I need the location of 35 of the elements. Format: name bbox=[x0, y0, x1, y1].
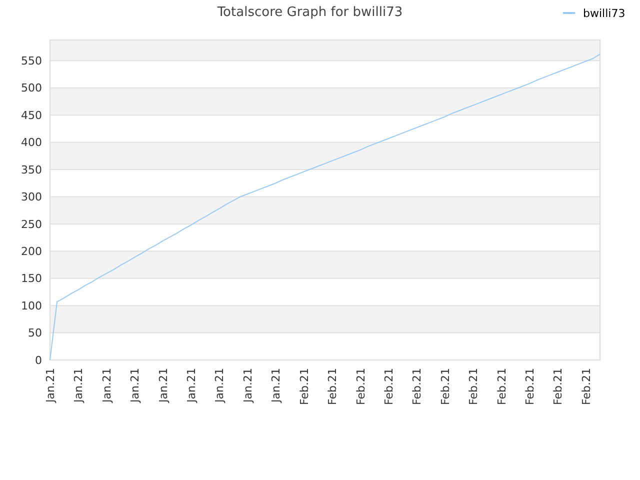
x-tick-label: Jan.21 bbox=[185, 368, 198, 404]
y-tick-label: 100 bbox=[21, 299, 42, 312]
line-series bbox=[50, 54, 600, 360]
x-tick-label: Feb.21 bbox=[410, 368, 424, 405]
x-tick-label: Feb.21 bbox=[523, 368, 536, 405]
y-tick-label: 400 bbox=[21, 136, 42, 150]
x-tick-label: Feb.21 bbox=[326, 368, 340, 405]
x-tick-label: Jan.21 bbox=[44, 368, 57, 404]
x-tick-label: Feb.21 bbox=[382, 368, 396, 405]
x-tick-label: Feb.21 bbox=[354, 368, 368, 405]
y-tick-label: 150 bbox=[21, 272, 42, 286]
x-tick-label: Jan.21 bbox=[241, 368, 254, 404]
x-tick-label: Feb.21 bbox=[552, 368, 565, 405]
x-tick-label: Jan.21 bbox=[156, 368, 170, 404]
y-tick-label: 300 bbox=[21, 190, 42, 204]
y-tick-label: 500 bbox=[21, 82, 42, 95]
chart-title: Totalscore Graph for bwilli73 bbox=[216, 5, 403, 20]
legend-label: bwilli73 bbox=[583, 6, 626, 20]
y-tick-label: 550 bbox=[21, 54, 42, 68]
y-tick-label: 200 bbox=[21, 245, 42, 258]
x-tick-label: Feb.21 bbox=[495, 368, 508, 405]
x-tick-label: Jan.21 bbox=[72, 368, 86, 404]
x-tick-label: Jan.21 bbox=[213, 368, 226, 404]
x-tick-label: Feb.21 bbox=[438, 368, 452, 405]
y-tick-label: 50 bbox=[28, 326, 42, 340]
x-tick-label: Feb.21 bbox=[580, 368, 593, 405]
x-tick-label: Feb.21 bbox=[298, 368, 311, 405]
x-tick-label: Jan.21 bbox=[100, 368, 114, 404]
y-tick-label: 250 bbox=[21, 218, 42, 231]
x-tick-label: Jan.21 bbox=[270, 368, 283, 404]
y-tick-label: 450 bbox=[21, 108, 42, 122]
y-tick-label: 350 bbox=[21, 163, 42, 176]
x-tick-label: Feb.21 bbox=[467, 368, 480, 405]
x-tick-label: Jan.21 bbox=[128, 368, 142, 404]
y-tick-label: 0 bbox=[35, 354, 42, 367]
